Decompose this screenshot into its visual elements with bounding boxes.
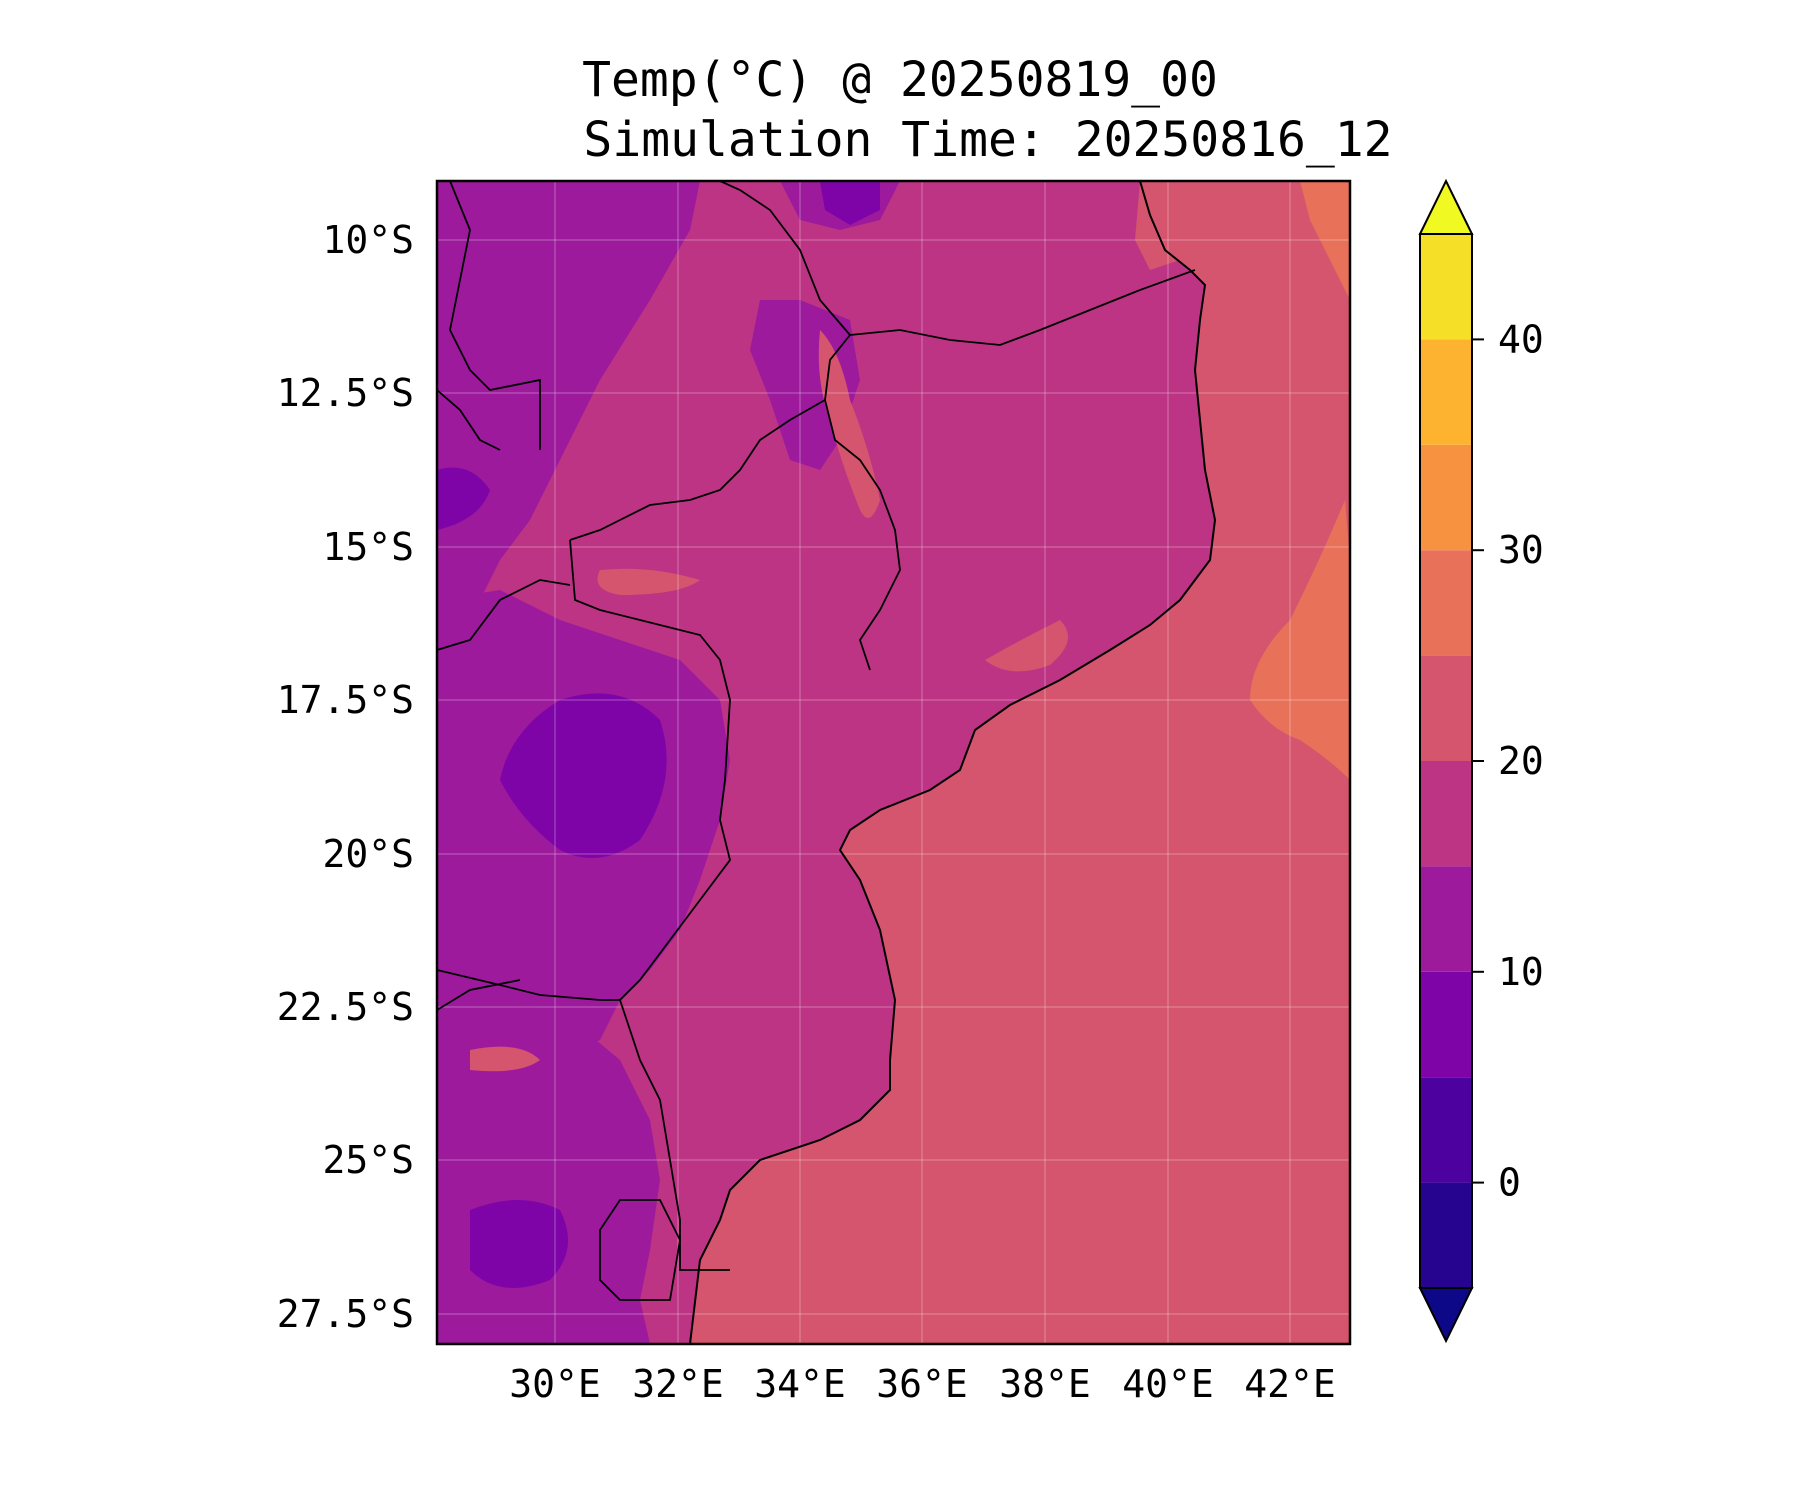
warm-lake-strip [818, 330, 880, 518]
warm-patch [597, 568, 700, 595]
colorbar-level [1420, 444, 1472, 551]
lat-tick-label: 10°S [322, 218, 414, 262]
coastline [689, 181, 1217, 1344]
colorbar-tick-label: 20 [1498, 739, 1544, 783]
colorbar-level [1420, 866, 1472, 972]
cold-core [437, 467, 490, 530]
warm-patch [470, 1046, 540, 1072]
longitude-tick-labels: 30°E 32°E 34°E 36°E 38°E 40°E 42°E [509, 1362, 1336, 1406]
lon-tick-label: 30°E [509, 1362, 601, 1406]
land-area [437, 181, 1215, 1344]
cold-core [820, 181, 880, 225]
colorbar-tick-label: 0 [1498, 1161, 1521, 1205]
colorbar-tick-label: 40 [1498, 317, 1544, 361]
colorbar-ticks: 0 10 20 30 40 [1472, 317, 1544, 1205]
colorbar-level [1420, 550, 1472, 656]
colorbar-level [1420, 1077, 1472, 1183]
colorbar: 0 10 20 30 40 [1418, 178, 1544, 1344]
country-borders [437, 181, 1196, 1301]
lon-tick-label: 40°E [1122, 1362, 1214, 1406]
lat-tick-label: 25°S [322, 1138, 414, 1182]
lat-tick-label: 27.5°S [277, 1292, 414, 1336]
latitude-tick-labels: 10°S 12.5°S 15°S 17.5°S 20°S 22.5°S 25°S… [277, 218, 414, 1336]
lon-tick-label: 34°E [754, 1362, 846, 1406]
lon-tick-label: 42°E [1244, 1362, 1336, 1406]
warm-ocean-patch [1300, 181, 1350, 300]
cool-interior-north [437, 181, 700, 660]
lat-tick-label: 17.5°S [277, 678, 414, 722]
map-subtitle: Simulation Time: 20250816_12 [583, 112, 1393, 168]
colorbar-level [1420, 234, 1472, 340]
warm-ocean-patch [1250, 500, 1350, 780]
cold-core [470, 1200, 568, 1288]
gridlines [437, 181, 1350, 1344]
colorbar-over-arrow [1418, 178, 1474, 235]
colorbar-level [1420, 971, 1472, 1078]
lat-tick-label: 22.5°S [277, 985, 414, 1029]
map-frame [435, 179, 1352, 1346]
colorbar-level [1420, 339, 1472, 445]
lon-tick-label: 36°E [876, 1362, 968, 1406]
cold-core [500, 693, 667, 858]
lat-tick-label: 15°S [322, 525, 414, 569]
colorbar-level [1420, 655, 1472, 761]
warm-patch [985, 620, 1068, 672]
lon-tick-label: 38°E [999, 1362, 1091, 1406]
colorbar-level [1420, 761, 1472, 867]
lat-tick-label: 20°S [322, 832, 414, 876]
colorbar-level [1420, 1182, 1472, 1288]
lon-tick-label: 32°E [632, 1362, 724, 1406]
lat-tick-label: 12.5°S [277, 371, 414, 415]
map-title: Temp(°C) @ 20250819_00 [582, 52, 1218, 108]
temperature-field [437, 181, 1350, 1344]
colorbar-tick-label: 30 [1498, 528, 1544, 572]
colorbar-levels [1420, 234, 1472, 1288]
colorbar-tick-label: 10 [1498, 950, 1544, 994]
colorbar-under-arrow [1418, 1287, 1474, 1344]
